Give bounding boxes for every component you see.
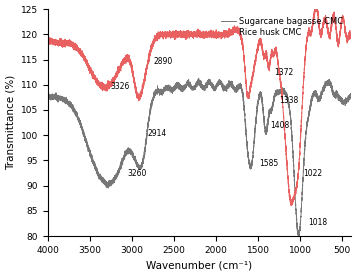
- Sugarcane bagasse CMC: [46, 94, 50, 97]
- Text: 1018: 1018: [308, 218, 328, 227]
- Rice husk CMC: [348, 32, 353, 35]
- Sugarcane bagasse CMC: [196, 76, 201, 80]
- Sugarcane bagasse CMC: [155, 92, 160, 95]
- Text: 1585: 1585: [259, 159, 278, 168]
- Text: 3260: 3260: [128, 169, 147, 178]
- Legend: Sugarcane bagasse CMC, Rice husk CMC: Sugarcane bagasse CMC, Rice husk CMC: [217, 13, 346, 40]
- Rice husk CMC: [286, 179, 291, 182]
- Sugarcane bagasse CMC: [286, 104, 291, 107]
- Rice husk CMC: [61, 43, 65, 46]
- Sugarcane bagasse CMC: [296, 235, 301, 238]
- Sugarcane bagasse CMC: [225, 85, 229, 88]
- Text: 1022: 1022: [303, 169, 323, 178]
- Text: 3326: 3326: [110, 82, 130, 91]
- Rice husk CMC: [155, 37, 160, 41]
- Text: 1338: 1338: [280, 96, 299, 105]
- Text: 1372: 1372: [274, 68, 293, 77]
- Rice husk CMC: [238, 29, 242, 33]
- Sugarcane bagasse CMC: [348, 92, 353, 95]
- Text: 2890: 2890: [153, 57, 172, 66]
- Sugarcane bagasse CMC: [61, 98, 65, 101]
- Line: Sugarcane bagasse CMC: Sugarcane bagasse CMC: [48, 78, 351, 236]
- X-axis label: Wavenumber (cm⁻¹): Wavenumber (cm⁻¹): [146, 261, 252, 270]
- Sugarcane bagasse CMC: [238, 86, 242, 89]
- Line: Rice husk CMC: Rice husk CMC: [48, 9, 351, 206]
- Rice husk CMC: [225, 32, 229, 35]
- Rice husk CMC: [312, 7, 317, 11]
- Rice husk CMC: [289, 204, 293, 207]
- Sugarcane bagasse CMC: [270, 107, 275, 110]
- Y-axis label: Transmittance (%): Transmittance (%): [6, 75, 16, 170]
- Text: 2914: 2914: [147, 129, 166, 138]
- Text: 1408: 1408: [270, 121, 289, 130]
- Rice husk CMC: [270, 51, 275, 54]
- Rice husk CMC: [46, 36, 50, 39]
